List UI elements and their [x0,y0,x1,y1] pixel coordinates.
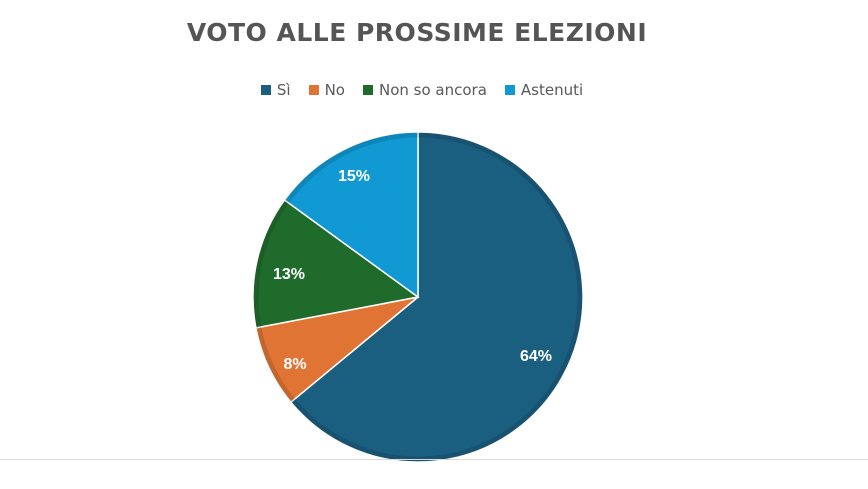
legend-swatch-non-so-ancora [362,85,373,95]
legend-item-astenuti: Astenuti [504,81,584,99]
chart-title: VOTO ALLE PROSSIME ELEZIONI [186,18,648,47]
data-label-non-so-ancora: 13% [273,266,305,283]
pie-slice-non-so-ancora [252,198,420,329]
divider [0,459,868,460]
legend-item-si: Sì [260,81,291,99]
legend-item-no: No [308,81,345,99]
legend-label-no: No [324,81,345,99]
legend-label-si: Sì [276,81,291,99]
chart-legend: Sì No Non so ancora Astenuti [0,81,844,99]
legend-swatch-astenuti [504,85,515,95]
data-label-si: 64% [520,348,552,365]
legend-swatch-no [308,85,319,95]
legend-label-non-so-ancora: Non so ancora [378,81,487,99]
data-label-no: 8% [283,356,306,373]
legend-item-non-so-ancora: Non so ancora [362,81,487,99]
data-label-astenuti: 15% [338,168,370,185]
legend-label-astenuti: Astenuti [520,81,584,99]
pie-slice-astenuti [283,131,419,299]
legend-swatch-si [260,85,271,95]
pie-slice-si [289,131,584,463]
